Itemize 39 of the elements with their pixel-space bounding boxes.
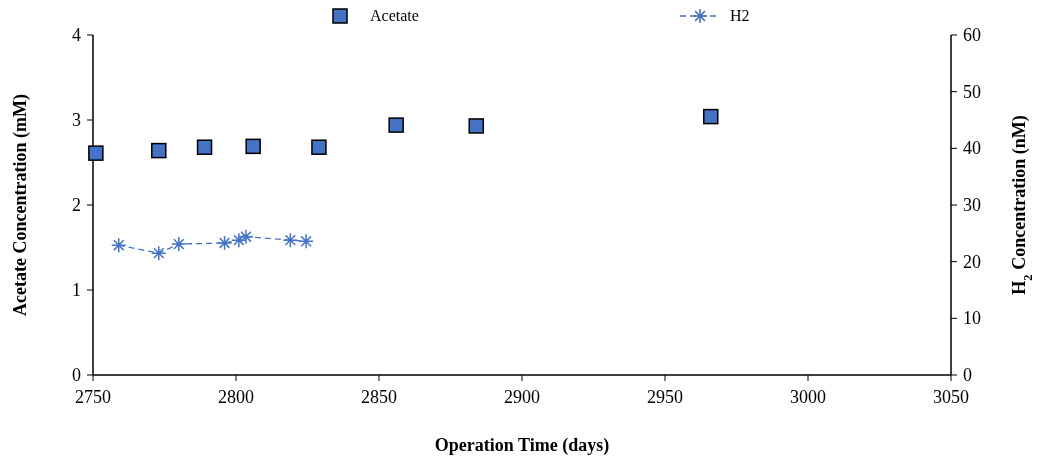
point — [238, 228, 254, 245]
x-tick-label: 2800 — [218, 387, 254, 407]
point — [311, 139, 327, 155]
point — [88, 145, 104, 161]
point — [151, 245, 167, 261]
x-tick-label: 2850 — [361, 387, 397, 407]
y2-tick-label: 20 — [963, 251, 981, 272]
x-tick-label: 3000 — [790, 387, 826, 407]
point — [282, 232, 299, 248]
y-tick-label: 4 — [72, 25, 81, 45]
x-tick-label: 3050 — [933, 387, 969, 407]
y-tick-label: 3 — [72, 110, 81, 130]
point — [171, 236, 187, 252]
x-axis-title: Operation Time (days) — [434, 435, 610, 456]
x-tick-label: 2750 — [75, 387, 111, 407]
x-tick-label: 2900 — [504, 387, 540, 407]
legend-label: Acetate — [370, 7, 419, 24]
point — [245, 138, 261, 155]
point — [196, 139, 213, 155]
y2-tick-label: 30 — [963, 195, 981, 215]
y-tick-label: 0 — [72, 365, 81, 385]
y2-tick-label: 50 — [963, 81, 981, 102]
x-tick-label: 2950 — [647, 387, 683, 407]
legend-label: H2 — [730, 7, 750, 24]
y2-tick-label: 0 — [963, 365, 972, 385]
point — [110, 237, 127, 253]
point — [231, 232, 247, 248]
y-tick-label: 2 — [72, 195, 81, 215]
point — [298, 233, 314, 250]
point — [703, 108, 719, 125]
point — [468, 118, 484, 134]
y-axis-title: Acetate Concentration (mM) — [10, 94, 31, 316]
y2-tick-label: 60 — [963, 25, 981, 45]
y2-tick-label: 10 — [963, 308, 981, 329]
y-tick-label: 1 — [72, 280, 81, 300]
point — [151, 142, 167, 159]
point — [388, 117, 404, 133]
y2-tick-label: 40 — [963, 138, 981, 159]
point — [216, 235, 233, 251]
